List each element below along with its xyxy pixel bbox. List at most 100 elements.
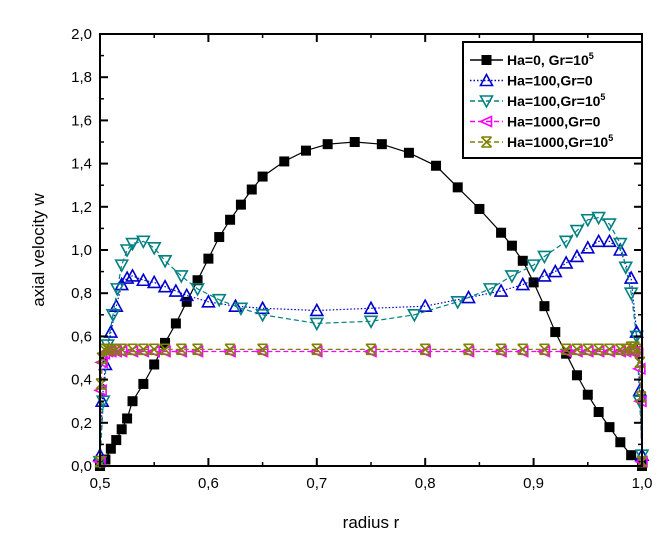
data-point — [625, 341, 637, 353]
legend-marker — [479, 95, 494, 109]
legend-label-text: Ha=1000,Gr=0 — [507, 114, 601, 130]
y-tick-label: 1,4 — [71, 156, 92, 173]
data-point — [235, 199, 246, 210]
data-point — [225, 214, 236, 225]
data-point — [558, 255, 574, 269]
y-tick-label: 0,8 — [71, 285, 92, 302]
y-tick-label: 1,0 — [71, 242, 92, 259]
data-point — [203, 253, 214, 264]
y-tick-label: 1,8 — [71, 69, 92, 86]
data-point — [211, 293, 227, 308]
data-point — [365, 343, 377, 356]
data-point — [571, 343, 583, 356]
data-point — [604, 422, 615, 433]
data-point — [632, 343, 644, 356]
data-point — [450, 296, 466, 310]
x-tick-label: 0,9 — [523, 475, 544, 492]
legend: Ha=0, Gr=105Ha=100,Gr=0Ha=100,Gr=105Ha=1… — [462, 41, 643, 159]
series-0 — [95, 137, 647, 471]
series-2 — [92, 211, 650, 470]
data-point — [257, 171, 268, 182]
data-point — [255, 300, 270, 315]
data-point — [257, 343, 269, 356]
data-point — [228, 298, 243, 312]
data-point — [537, 250, 552, 265]
series-3 — [92, 345, 648, 468]
data-point — [201, 294, 216, 308]
data-point — [105, 343, 117, 356]
legend-label-text: Ha=100,Gr=0 — [507, 73, 593, 89]
x-axis-title: radius r — [343, 513, 400, 532]
data-point — [109, 283, 125, 297]
legend-label-text: Ha=100,Gr=10 — [507, 93, 601, 109]
data-point — [618, 261, 634, 275]
legend-label-exponent: 5 — [589, 51, 594, 61]
data-point — [526, 259, 541, 273]
y-tick-label: 1,6 — [71, 112, 92, 129]
y-tick-label: 0,0 — [71, 458, 92, 475]
data-point — [309, 317, 325, 332]
legend-item: Ha=1000,Gr=105 — [470, 133, 613, 150]
data-point — [461, 289, 476, 304]
data-point — [515, 276, 531, 291]
data-point — [103, 324, 119, 338]
data-point — [506, 240, 517, 251]
data-point — [620, 343, 632, 356]
data-point — [126, 343, 139, 356]
legend-label: Ha=1000,Gr=105 — [507, 133, 613, 150]
data-point — [138, 378, 149, 389]
plot-marks — [92, 137, 650, 471]
data-point — [224, 343, 236, 356]
legend-label: Ha=0, Gr=105 — [507, 51, 594, 68]
series-line — [99, 346, 643, 462]
data-point — [496, 227, 507, 238]
data-point — [419, 343, 431, 356]
y-axis-title: axial velocity w — [29, 193, 48, 307]
data-point — [136, 272, 151, 287]
data-point — [116, 343, 128, 356]
data-point — [539, 301, 550, 312]
data-point — [452, 182, 463, 193]
legend-marker — [480, 136, 493, 148]
data-point — [482, 283, 498, 297]
data-point — [593, 343, 605, 356]
data-point — [136, 235, 151, 250]
data-point — [403, 147, 414, 158]
legend-label: Ha=100,Gr=0 — [507, 73, 593, 89]
data-point — [580, 213, 596, 228]
data-point — [626, 450, 637, 461]
data-point — [309, 302, 325, 317]
legend-item: Ha=100,Gr=0 — [470, 73, 593, 89]
data-point — [614, 343, 626, 356]
legend-marker — [481, 55, 492, 65]
series-line — [99, 216, 643, 462]
data-point — [300, 145, 311, 156]
legend-box — [462, 41, 643, 159]
data-point — [125, 237, 140, 252]
data-point — [493, 283, 509, 297]
data-point — [615, 437, 626, 448]
y-tick-label: 1,2 — [71, 199, 92, 216]
data-point — [192, 275, 203, 286]
legend-item: Ha=0, Gr=105 — [470, 51, 594, 68]
data-point — [635, 391, 647, 403]
legend-label-exponent: 5 — [608, 133, 613, 143]
data-point — [623, 270, 639, 284]
x-tick-label: 0,8 — [415, 475, 436, 492]
data-point — [173, 270, 189, 284]
data-point — [168, 283, 184, 297]
data-point — [246, 184, 257, 195]
legend-label: Ha=100,Gr=105 — [507, 92, 605, 109]
data-point — [137, 343, 149, 356]
y-tick-label: 0,4 — [71, 372, 92, 389]
data-point — [157, 255, 173, 269]
data-point — [190, 283, 205, 297]
data-point — [311, 343, 323, 356]
y-tick-label: 0,2 — [71, 415, 92, 432]
series-line — [99, 350, 643, 462]
data-point — [233, 302, 249, 316]
data-point — [593, 407, 604, 417]
data-point — [119, 244, 135, 258]
data-point — [149, 359, 160, 370]
data-point — [116, 424, 127, 435]
